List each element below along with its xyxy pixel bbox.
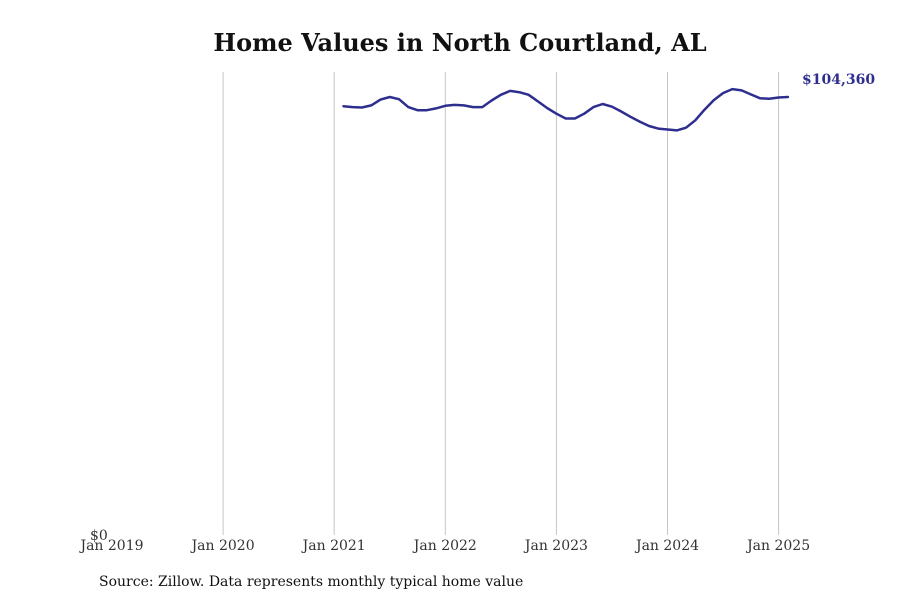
x-tick-label: Jan 2021 [301, 538, 366, 554]
end-value-label: $104,360 [802, 72, 875, 88]
x-tick-label: Jan 2025 [745, 538, 810, 554]
series-line [342, 87, 790, 132]
x-tick-label: Jan 2020 [190, 538, 255, 554]
x-tick-label: Jan 2023 [523, 538, 588, 554]
gridlines [222, 72, 780, 535]
x-tick-label: Jan 2024 [634, 538, 699, 554]
x-axis-ticks: Jan 2019 Jan 2020 Jan 2021 Jan 2022 Jan 2023… [78, 538, 810, 554]
y-tick-label-zero: $0 [90, 528, 108, 544]
x-tick-label: Jan 2019 [78, 538, 143, 554]
source-note: Source: Zillow. Data represents monthly … [99, 574, 524, 590]
chart-title: Home Values in North Courtland, AL [213, 28, 707, 57]
x-tick-label: Jan 2022 [412, 538, 477, 554]
